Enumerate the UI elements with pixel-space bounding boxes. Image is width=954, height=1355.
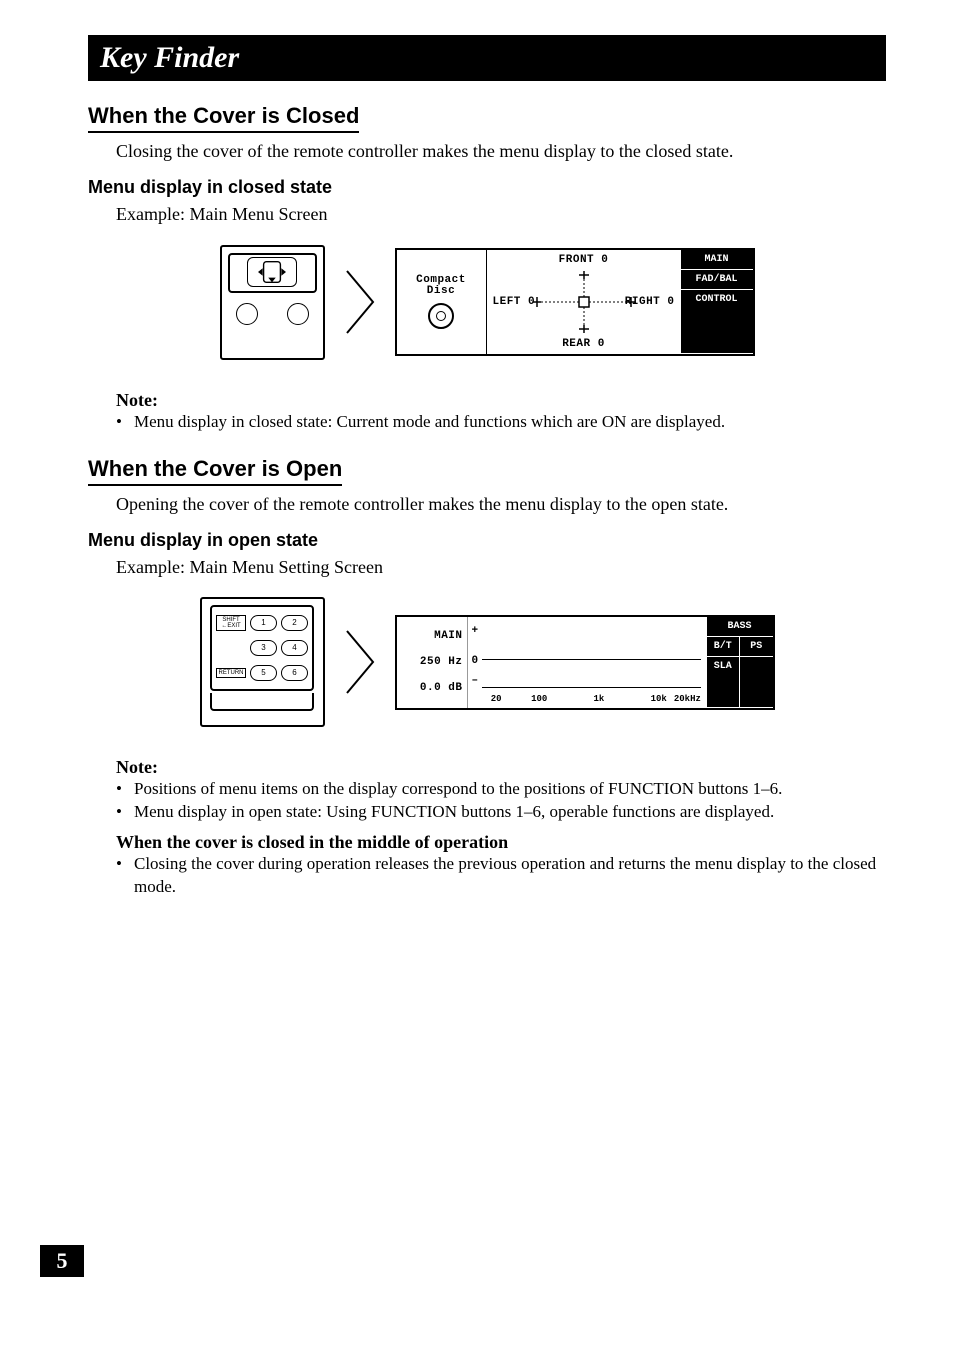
section1-example: Example: Main Menu Screen — [116, 202, 886, 226]
tick-10k: 10k — [651, 694, 667, 704]
minus-label: – — [472, 675, 479, 687]
tick-1k: 1k — [594, 694, 605, 704]
menu-bt: B/T — [707, 637, 741, 657]
note-label-1: Note: — [116, 390, 886, 411]
lcd-freq: 250 Hz — [420, 656, 463, 668]
menu-sla: SLA — [707, 657, 741, 708]
note-bullet-1: Menu display in closed state: Current mo… — [116, 411, 886, 434]
btn-4: 4 — [281, 640, 308, 656]
section2-body: Opening the cover of the remote controll… — [116, 492, 886, 516]
graph-axis — [482, 687, 701, 688]
crosshair-icon — [529, 267, 639, 337]
remote-closed-illustration — [220, 245, 325, 360]
return-label: RETURN — [216, 668, 246, 678]
bullet-openstate: Menu display in open state: Using FUNCTI… — [116, 801, 886, 824]
lcd-main: MAIN — [434, 630, 462, 642]
bullet-positions: Positions of menu items on the display c… — [116, 778, 886, 801]
tick-20: 20 — [491, 694, 502, 704]
menu-bass: BASS — [707, 617, 773, 637]
bullet-final: Closing the cover during operation relea… — [116, 853, 886, 899]
zero-label: 0 — [472, 655, 479, 667]
section2-example: Example: Main Menu Setting Screen — [116, 555, 886, 579]
tick-100: 100 — [531, 694, 547, 704]
section1-subheading: Menu display in closed state — [88, 177, 886, 198]
lcd-open-display: MAIN 250 Hz 0.0 dB + 0 – 20 100 1k 10k 2… — [395, 615, 775, 710]
menu-main: MAIN — [681, 250, 753, 270]
btn-5: 5 — [250, 665, 277, 681]
btn-3: 3 — [250, 640, 277, 656]
page-number: 5 — [40, 1245, 84, 1277]
arrow-right-icon — [343, 267, 377, 337]
figure-closed-row: Compact Disc FRONT 0 REAR 0 LEFT 0 RIGHT… — [88, 245, 886, 360]
menu-fadbal: FAD/BAL — [681, 270, 753, 290]
plus-label: + — [472, 625, 479, 637]
front-label: FRONT 0 — [559, 254, 609, 266]
section-open: When the Cover is Open Opening the cover… — [88, 456, 886, 899]
lcd-db: 0.0 dB — [420, 682, 463, 694]
source-label-2: Disc — [416, 286, 466, 297]
disc-icon — [428, 303, 454, 329]
section1-body: Closing the cover of the remote controll… — [116, 139, 886, 163]
note-label-2: Note: — [116, 757, 886, 778]
section-closed: When the Cover is Closed Closing the cov… — [88, 103, 886, 434]
header-title: Key Finder — [100, 41, 239, 74]
page-header: Key Finder — [88, 35, 886, 81]
shift-label: SHIFT ←EXIT — [216, 615, 246, 631]
joypad-icon — [247, 257, 297, 287]
arrow-right-icon — [343, 627, 377, 697]
lcd-closed-display: Compact Disc FRONT 0 REAR 0 LEFT 0 RIGHT… — [395, 248, 755, 356]
rear-label: REAR 0 — [562, 338, 605, 350]
section2-subheading: Menu display in open state — [88, 530, 886, 551]
btn-2: 2 — [281, 615, 308, 631]
menu-empty — [740, 657, 773, 708]
btn-6: 6 — [281, 665, 308, 681]
menu-control: CONTROL — [681, 290, 753, 354]
menu-ps: PS — [740, 637, 773, 657]
btn-1: 1 — [250, 615, 277, 631]
figure-open-row: SHIFT ←EXIT 1 2 3 4 RETURN 5 6 MAIN 250 … — [88, 597, 886, 727]
tick-20khz: 20kHz — [674, 694, 701, 704]
remote-open-illustration: SHIFT ←EXIT 1 2 3 4 RETURN 5 6 — [200, 597, 325, 727]
section1-heading: When the Cover is Closed — [88, 103, 359, 133]
graph-line — [482, 659, 701, 660]
section2-heading: When the Cover is Open — [88, 456, 342, 486]
bold-closed-middle: When the cover is closed in the middle o… — [116, 832, 886, 853]
